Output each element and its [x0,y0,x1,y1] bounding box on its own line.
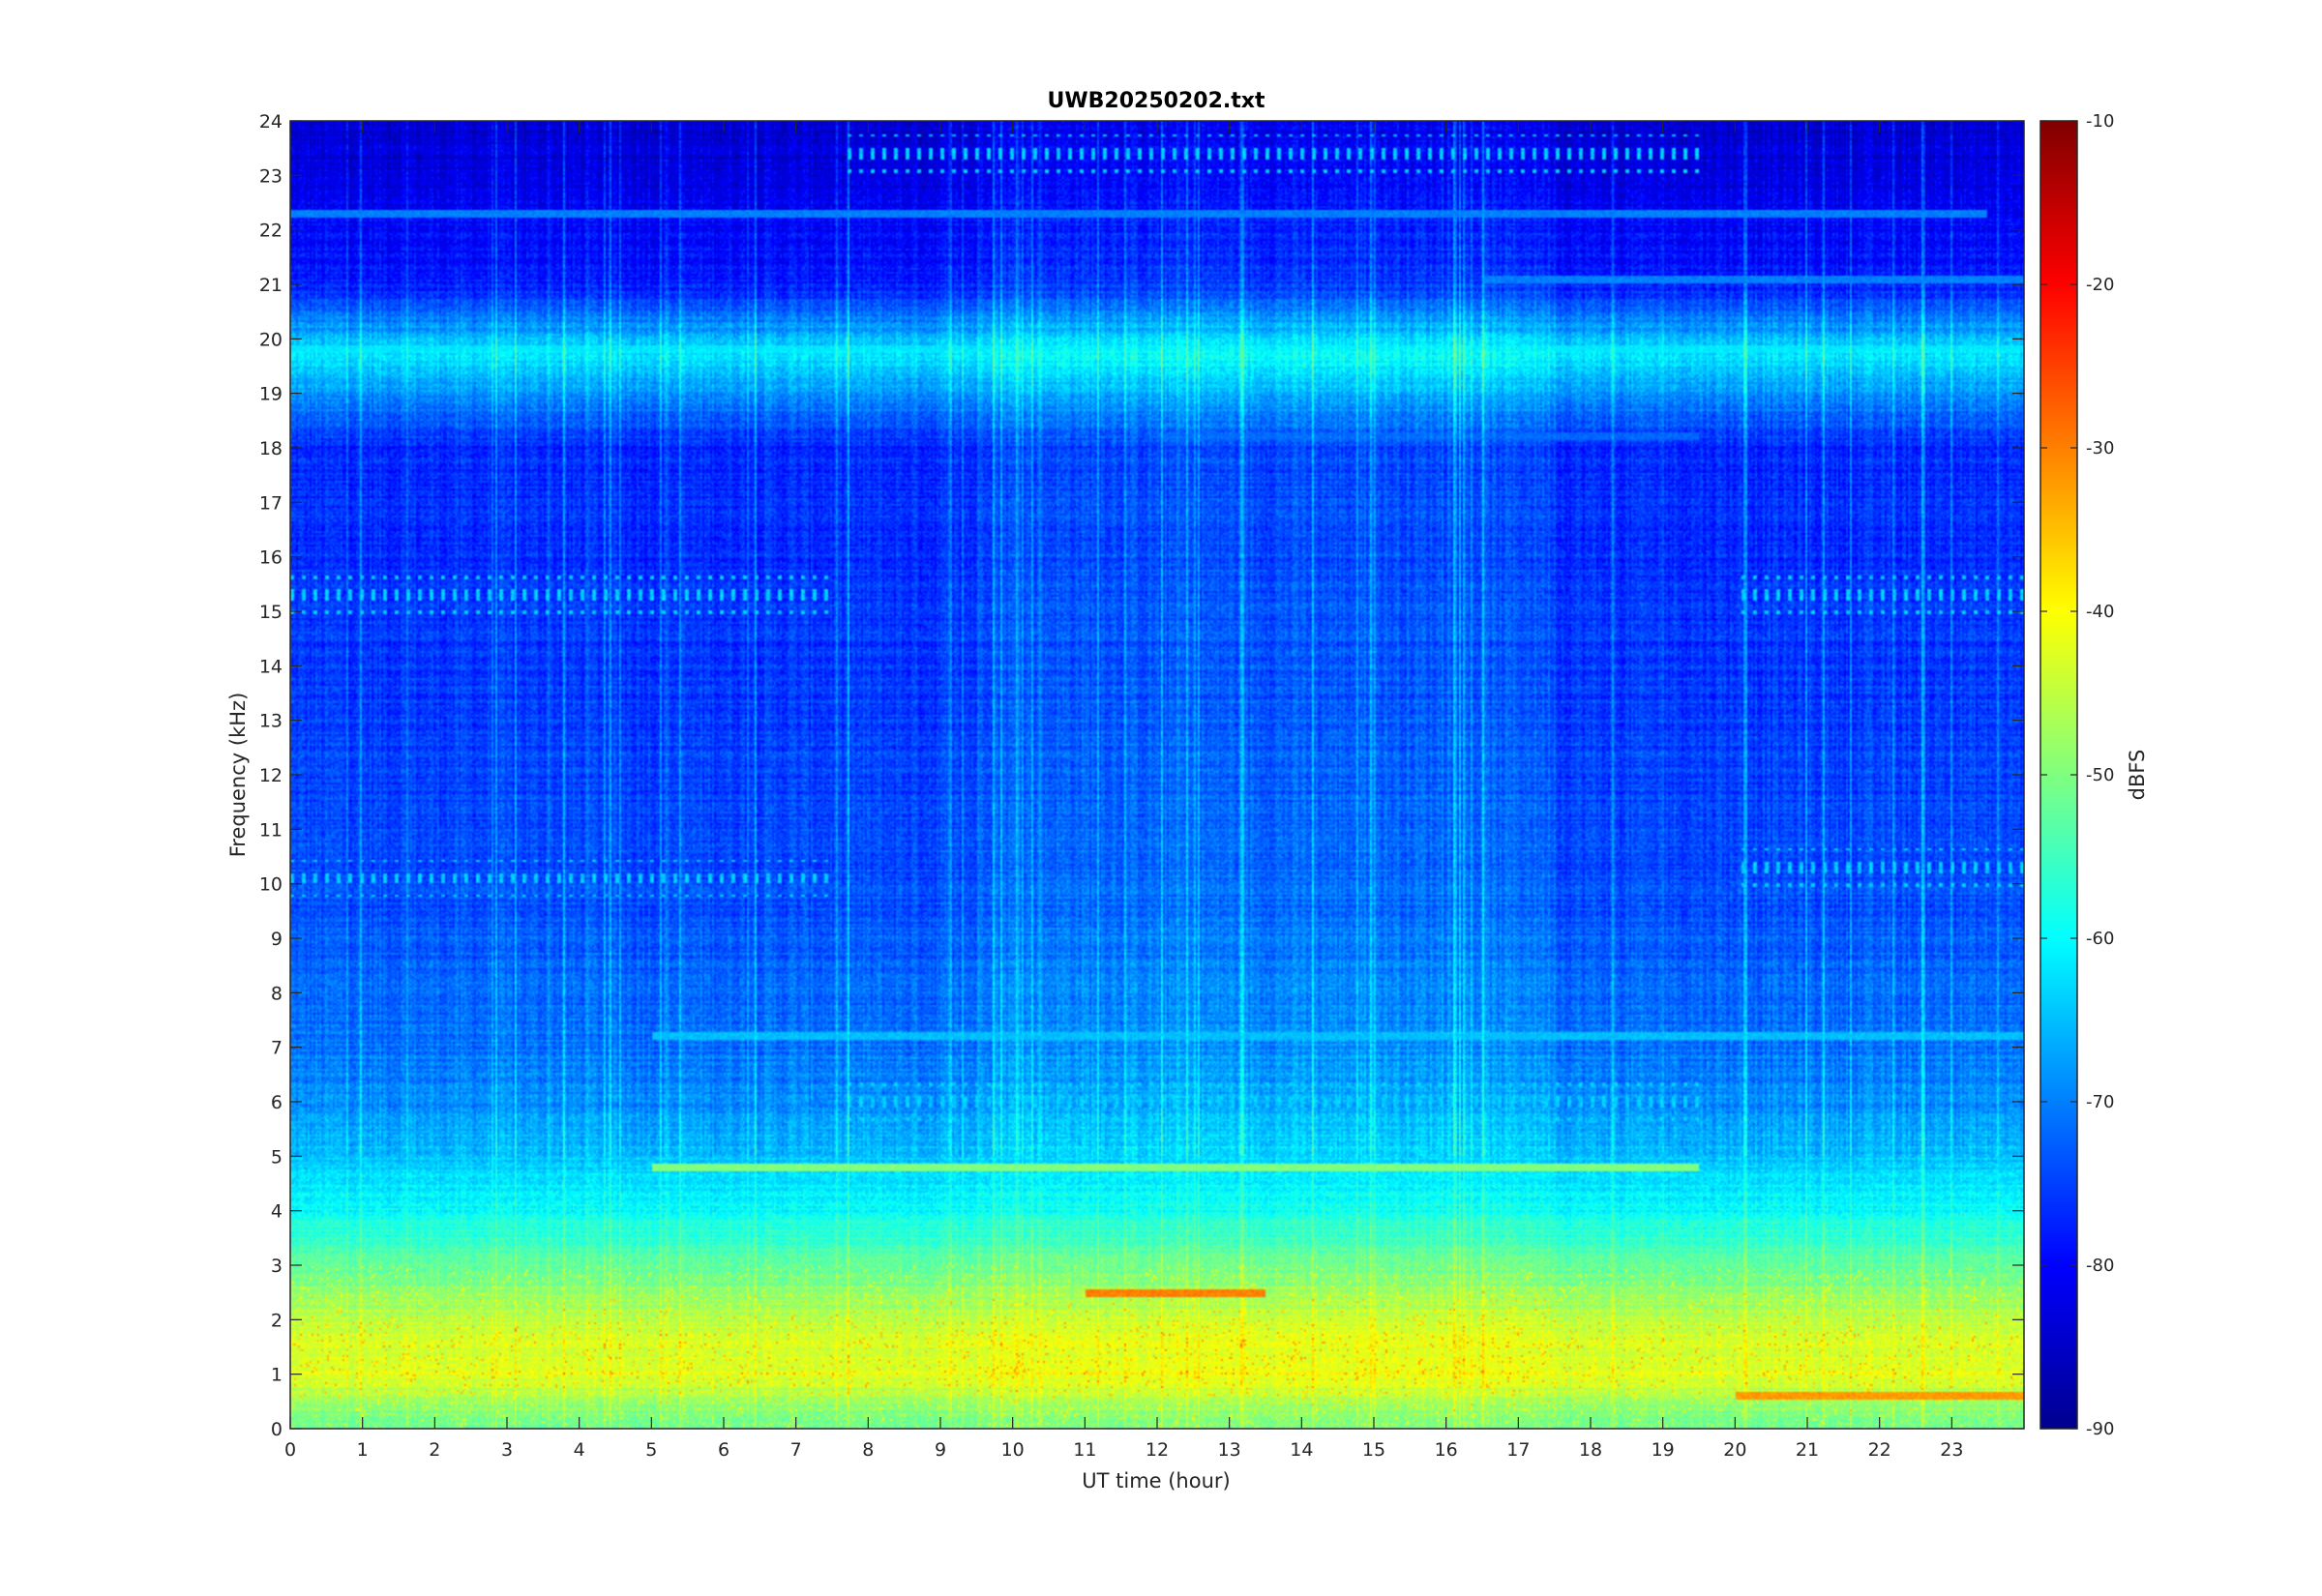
plot-area [289,120,2025,1430]
x-tick-label: 1 [357,1439,369,1461]
y-tick-label: 1 [271,1365,283,1386]
x-axis-ticks: 0 1 2 3 4 5 6 7 8 9 10 11 12 13 14 15 16 17 18 19 20 21 22 23 [284,121,1963,1461]
y-tick-label: 7 [271,1038,283,1059]
x-tick-label: 2 [429,1439,440,1461]
x-axis-label: UT time (hour) [1082,1469,1230,1493]
x-tick-label: 11 [1073,1439,1096,1461]
y-tick-label: 24 [259,111,283,133]
x-tick-label: 4 [574,1439,585,1461]
x-tick-label: 22 [1868,1439,1891,1461]
colorbar-tick-label: -30 [2086,438,2114,458]
y-tick-label: 12 [259,765,283,786]
x-tick-label: 23 [1940,1439,1963,1461]
x-tick-label: 7 [790,1439,802,1461]
colorbar-label: dBFS [2126,750,2149,801]
x-tick-label: 14 [1290,1439,1313,1461]
colorbar-tick-label: -80 [2086,1256,2114,1276]
y-tick-label: 20 [259,329,283,350]
x-tick-label: 3 [501,1439,513,1461]
y-tick-label: 4 [271,1201,283,1223]
y-tick-label: 15 [259,602,283,623]
y-tick-label: 21 [259,275,283,296]
y-tick-label: 8 [271,983,283,1004]
y-tick-label: 3 [271,1256,283,1277]
x-tick-label: 13 [1218,1439,1241,1461]
colorbar-ticks: -10 -20 -30 -40 -50 -60 -70 -80 -90 [2040,111,2114,1439]
y-tick-label: 16 [259,547,283,569]
colorbar-tick-label: -40 [2086,602,2114,622]
x-tick-label: 21 [1796,1439,1819,1461]
y-tick-label: 2 [271,1310,283,1331]
y-tick-label: 23 [259,165,283,187]
x-tick-label: 19 [1652,1439,1675,1461]
x-tick-label: 16 [1435,1439,1458,1461]
x-tick-label: 5 [645,1439,657,1461]
x-tick-label: 0 [284,1439,296,1461]
x-tick-label: 17 [1506,1439,1530,1461]
spectrogram-heatmap [290,121,2024,1429]
x-tick-label: 18 [1579,1439,1602,1461]
x-tick-label: 8 [862,1439,874,1461]
x-tick-label: 6 [718,1439,729,1461]
y-tick-label: 19 [259,384,283,405]
colorbar-tick-label: -60 [2086,929,2114,949]
x-tick-label: 9 [935,1439,946,1461]
chart-title: UWB20250202.txt [1048,89,1265,113]
y-tick-label: 18 [259,438,283,459]
colorbar-tick-label: -20 [2086,275,2114,295]
y-tick-label: 5 [271,1146,283,1167]
colorbar-tick-label: -10 [2086,111,2114,132]
colorbar-tick-label: -90 [2086,1419,2114,1439]
y-tick-label: 0 [271,1419,283,1440]
y-tick-label: 9 [271,929,283,950]
colorbar-tick-label: -70 [2086,1092,2114,1112]
y-tick-label: 11 [259,819,283,841]
colorbar: -10 -20 -30 -40 -50 -60 -70 -80 -90 dBFS [2039,111,2149,1439]
y-axis-label: Frequency (kHz) [226,693,250,858]
y-tick-label: 22 [259,221,283,242]
x-tick-label: 10 [1001,1439,1025,1461]
colorbar-tick-label: -50 [2086,765,2114,785]
y-tick-label: 6 [271,1092,283,1113]
x-tick-label: 20 [1723,1439,1746,1461]
x-tick-label: 12 [1146,1439,1169,1461]
y-tick-label: 13 [259,711,283,732]
y-tick-label: 14 [259,656,283,677]
y-tick-label: 17 [259,492,283,514]
x-tick-label: 15 [1362,1439,1385,1461]
y-tick-label: 10 [259,874,283,896]
